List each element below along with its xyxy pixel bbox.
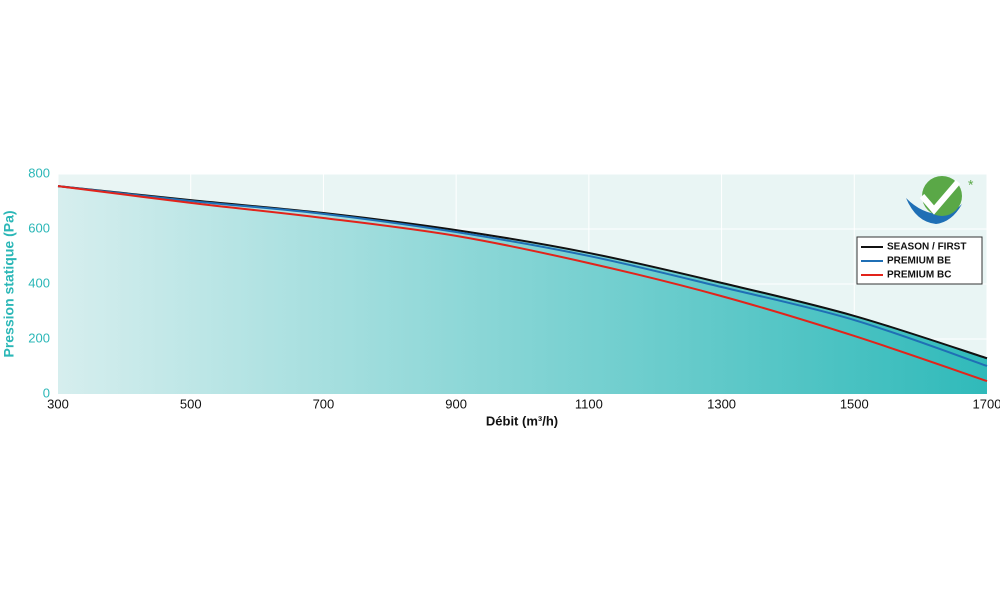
legend: SEASON / FIRST PREMIUM BE PREMIUM BC	[856, 236, 983, 285]
y-axis-title: Pression statique (Pa)	[1, 210, 17, 357]
y-tick-label: 400	[28, 275, 50, 290]
x-tick-label: 900	[445, 396, 467, 411]
legend-label: SEASON / FIRST	[887, 242, 966, 253]
x-axis-title: Débit (m³/h)	[486, 413, 558, 428]
y-tick-label: 600	[28, 220, 50, 235]
x-tick-label: 1300	[707, 396, 736, 411]
x-tick-label: 300	[47, 396, 69, 411]
x-tick-label: 500	[180, 396, 202, 411]
x-tick-label: 1500	[840, 396, 869, 411]
svg-text:*: *	[968, 177, 974, 193]
series-line	[57, 185, 988, 367]
marks	[57, 185, 988, 394]
x-tick-label: 700	[313, 396, 335, 411]
series-line	[57, 185, 988, 383]
legend-label: PREMIUM BC	[887, 270, 951, 281]
y-tick-label: 800	[28, 165, 50, 180]
logo: *	[906, 176, 974, 224]
x-tick-label: 1100	[575, 396, 603, 411]
legend-label: PREMIUM BE	[887, 256, 951, 267]
x-tick-label: 1700	[973, 396, 1000, 411]
y-tick-label: 200	[28, 330, 50, 345]
area-fill	[58, 186, 987, 394]
y-tick-label: 0	[43, 385, 50, 400]
